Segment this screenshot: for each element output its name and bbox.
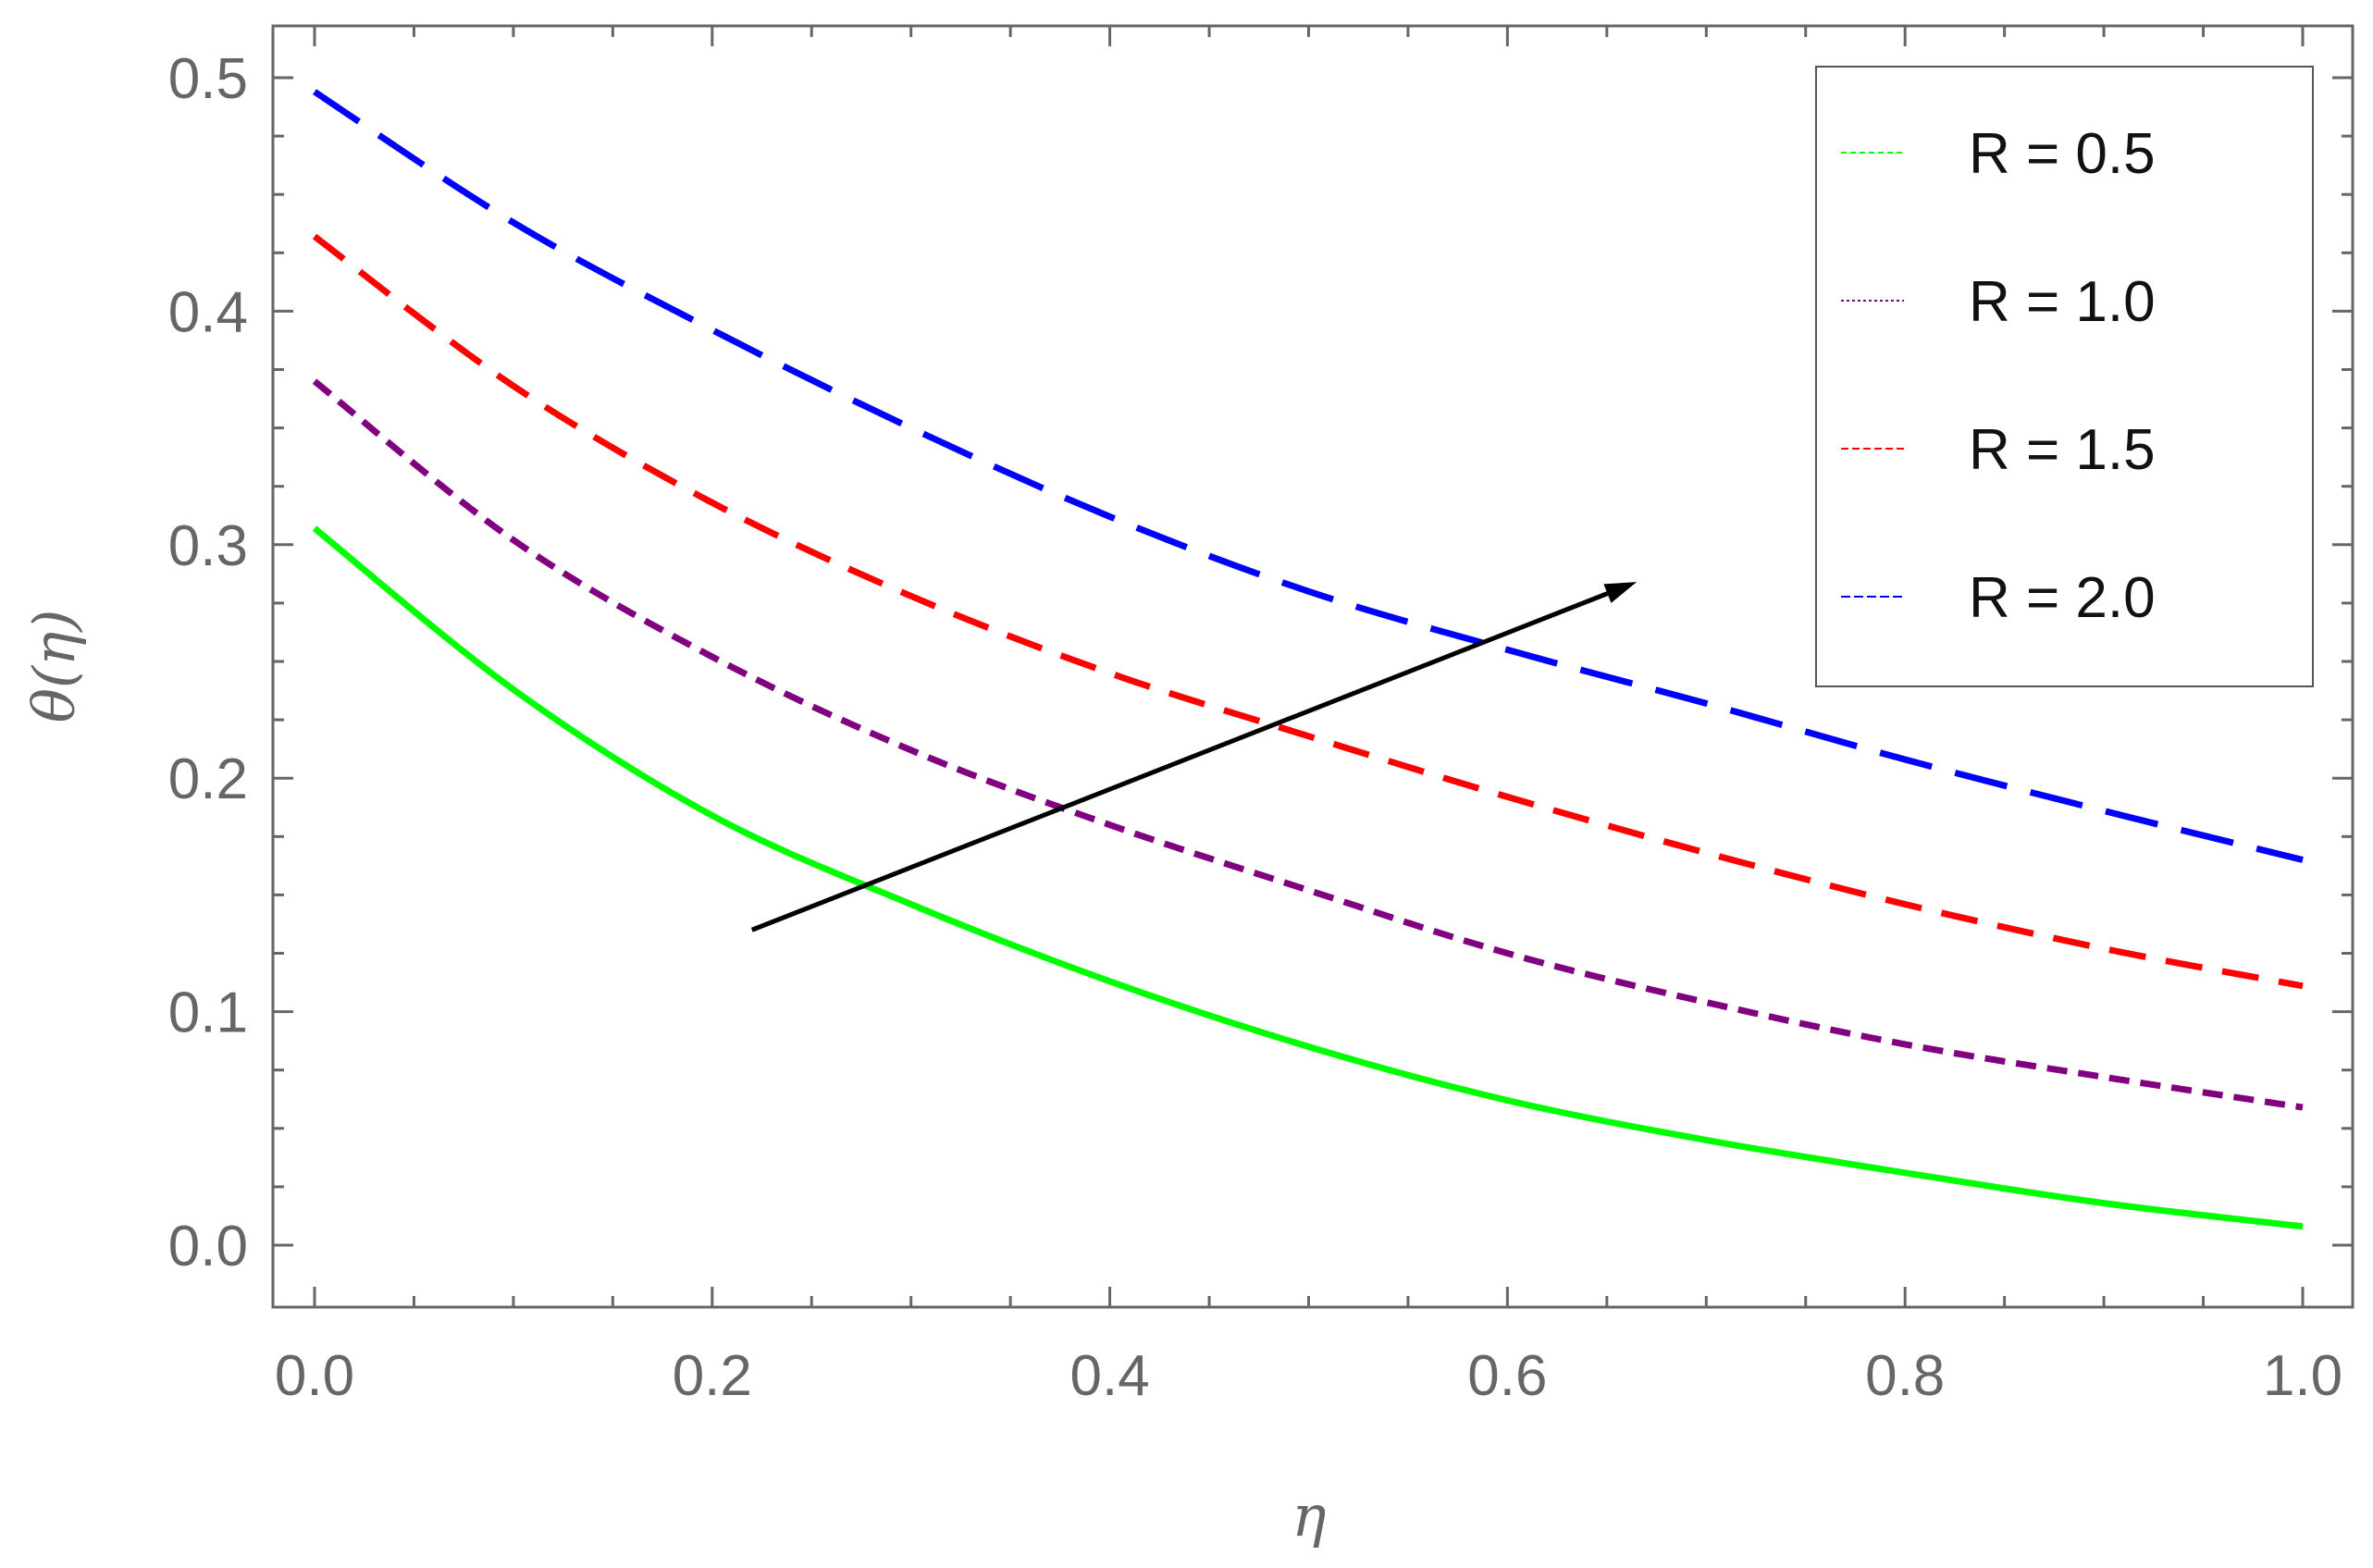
annotations (750, 582, 1638, 932)
x-tick-label: 0.8 (1865, 1344, 1945, 1408)
series-line-3 (312, 233, 2304, 990)
x-tick-label: 0.4 (1069, 1344, 1149, 1408)
y-tick-label: 0.2 (168, 747, 248, 811)
legend-label: R = 0.5 (1969, 122, 2156, 186)
x-tick-label: 0.6 (1467, 1344, 1547, 1408)
axis-ticks (273, 26, 2353, 1307)
series-lines (312, 89, 2304, 1230)
axis-tick-labels: 0.0 0.2 0.4 0.6 0.8 1.0 0.0 0.1 0.2 0.3 0.4 0.5 (168, 47, 2342, 1408)
legend-label: R = 1.0 (1969, 270, 2156, 334)
legend: R = 0.5 R = 1.0 R = 1.5 R = 2.0 (1815, 66, 2314, 687)
y-axis-title: θ(η) (20, 610, 88, 723)
y-tick-label: 0.4 (168, 280, 248, 344)
arrow-shaft (750, 591, 1609, 932)
arrow-head (1603, 582, 1638, 603)
y-tick-label: 0.5 (168, 47, 248, 111)
series-line-4 (313, 89, 2304, 863)
series-line-2 (312, 378, 2304, 1111)
y-tick-label: 0.1 (168, 982, 248, 1045)
y-tick-label: 0.3 (168, 514, 248, 578)
x-tick-label: 0.2 (673, 1344, 752, 1408)
legend-label: R = 1.5 (1969, 418, 2156, 482)
plot-frame (271, 24, 2354, 1309)
legend-label: R = 2.0 (1969, 566, 2156, 630)
x-tick-label: 0.0 (275, 1344, 354, 1408)
x-axis-title: η (1292, 1482, 1326, 1549)
legend-box (1815, 66, 2314, 687)
y-tick-label: 0.0 (168, 1215, 248, 1278)
series-line-1 (312, 525, 2304, 1230)
x-tick-label: 1.0 (2263, 1344, 2342, 1408)
